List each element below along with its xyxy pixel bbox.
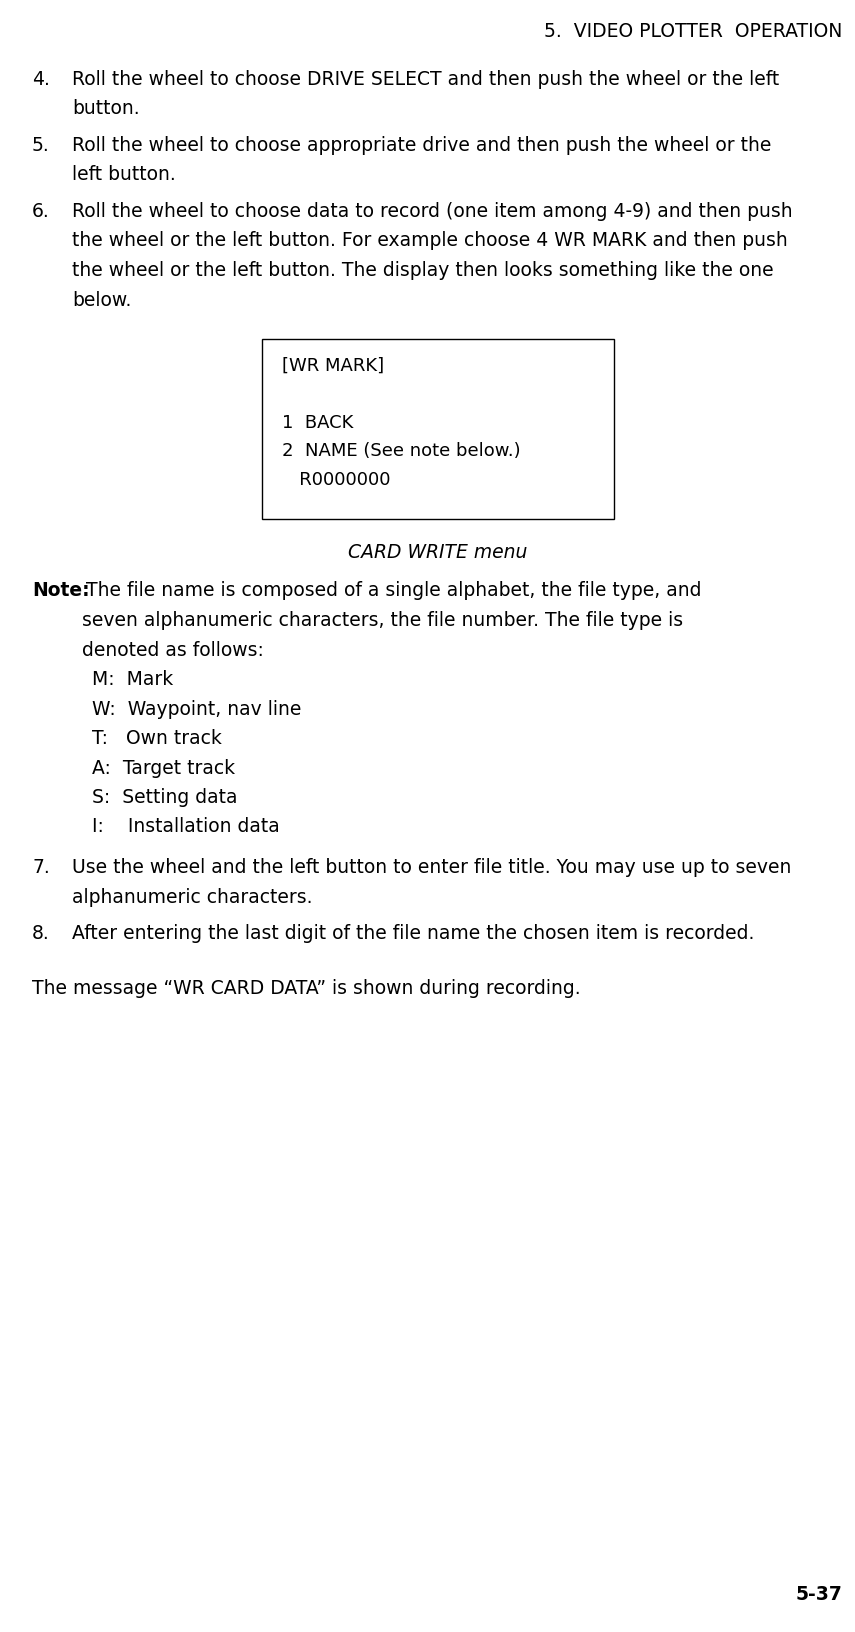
Text: Roll the wheel to choose data to record (one item among 4-9) and then push: Roll the wheel to choose data to record … xyxy=(72,202,793,220)
Text: the wheel or the left button. The display then looks something like the one: the wheel or the left button. The displa… xyxy=(72,261,774,281)
Text: [WR MARK]: [WR MARK] xyxy=(282,357,384,375)
Text: After entering the last digit of the file name the chosen item is recorded.: After entering the last digit of the fil… xyxy=(72,924,754,943)
Text: 7.: 7. xyxy=(32,858,50,876)
Text: 5-37: 5-37 xyxy=(795,1585,842,1604)
Text: Roll the wheel to choose DRIVE SELECT and then push the wheel or the left: Roll the wheel to choose DRIVE SELECT an… xyxy=(72,70,779,90)
Text: the wheel or the left button. For example choose 4 WR MARK and then push: the wheel or the left button. For exampl… xyxy=(72,232,787,250)
Text: CARD WRITE menu: CARD WRITE menu xyxy=(348,543,528,563)
Text: M:  Mark: M: Mark xyxy=(92,671,174,689)
Text: 8.: 8. xyxy=(32,924,50,943)
Text: A:  Target track: A: Target track xyxy=(92,759,235,777)
Text: I:    Installation data: I: Installation data xyxy=(92,818,280,837)
Bar xyxy=(262,339,614,519)
Text: T:   Own track: T: Own track xyxy=(92,730,222,747)
Text: Use the wheel and the left button to enter file title. You may use up to seven: Use the wheel and the left button to ent… xyxy=(72,858,792,876)
Text: 4.: 4. xyxy=(32,70,50,90)
Text: below.: below. xyxy=(72,290,132,310)
Text: left button.: left button. xyxy=(72,165,176,184)
Text: denoted as follows:: denoted as follows: xyxy=(82,640,264,659)
Text: The file name is composed of a single alphabet, the file type, and: The file name is composed of a single al… xyxy=(80,581,702,601)
Text: R0000000: R0000000 xyxy=(282,472,391,490)
Text: Note:: Note: xyxy=(32,581,90,601)
Text: S:  Setting data: S: Setting data xyxy=(92,788,238,806)
Text: 6.: 6. xyxy=(32,202,50,220)
Text: button.: button. xyxy=(72,100,139,119)
Text: 5.  VIDEO PLOTTER  OPERATION: 5. VIDEO PLOTTER OPERATION xyxy=(544,21,842,41)
Text: alphanumeric characters.: alphanumeric characters. xyxy=(72,888,312,906)
Text: 5.: 5. xyxy=(32,135,50,155)
Text: seven alphanumeric characters, the file number. The file type is: seven alphanumeric characters, the file … xyxy=(82,610,683,630)
Text: 2  NAME (See note below.): 2 NAME (See note below.) xyxy=(282,442,521,460)
Text: W:  Waypoint, nav line: W: Waypoint, nav line xyxy=(92,700,301,718)
Text: The message “WR CARD DATA” is shown during recording.: The message “WR CARD DATA” is shown duri… xyxy=(32,979,581,997)
Text: Roll the wheel to choose appropriate drive and then push the wheel or the: Roll the wheel to choose appropriate dri… xyxy=(72,135,771,155)
Text: 1  BACK: 1 BACK xyxy=(282,415,353,432)
